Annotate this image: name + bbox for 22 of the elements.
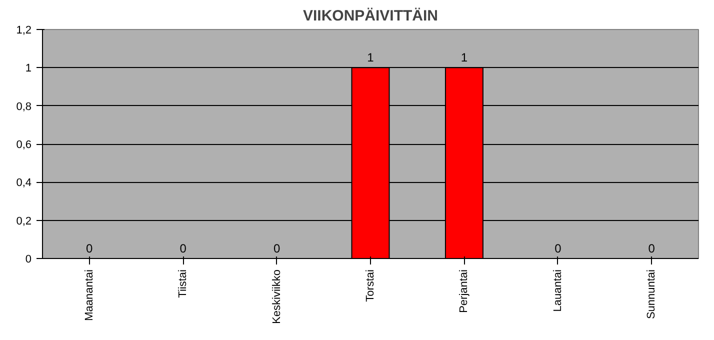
y-tick-label: 0,2	[16, 215, 32, 228]
x-tick-label: Maanantai	[83, 269, 96, 321]
data-label: 1	[460, 50, 468, 65]
x-tick-label: Lauantai	[552, 269, 564, 312]
x-tick-label: Keskiviikko	[270, 270, 283, 324]
y-tick-label: 0	[25, 254, 32, 266]
x-tick-label: Torstai	[364, 269, 376, 302]
y-tick-label: 0,8	[16, 100, 32, 113]
data-label: 0	[554, 242, 562, 256]
data-label: 0	[86, 242, 94, 256]
x-tick-label: Tiistai	[177, 269, 190, 298]
x-tick-label: Perjantai	[458, 269, 470, 313]
data-label: 0	[180, 242, 187, 256]
y-tick-label: 1,2	[16, 24, 32, 36]
chart-title: VIIKONPÄIVITTÄIN	[302, 8, 438, 24]
y-tick-label: 1	[25, 62, 32, 75]
data-label: 0	[648, 242, 656, 256]
data-label: 1	[367, 50, 374, 65]
y-tick-label: 0,6	[16, 139, 32, 151]
y-tick-label: 0,4	[16, 177, 32, 190]
data-label: 0	[273, 242, 280, 256]
x-tick-label: Sunnuntai	[646, 269, 658, 320]
